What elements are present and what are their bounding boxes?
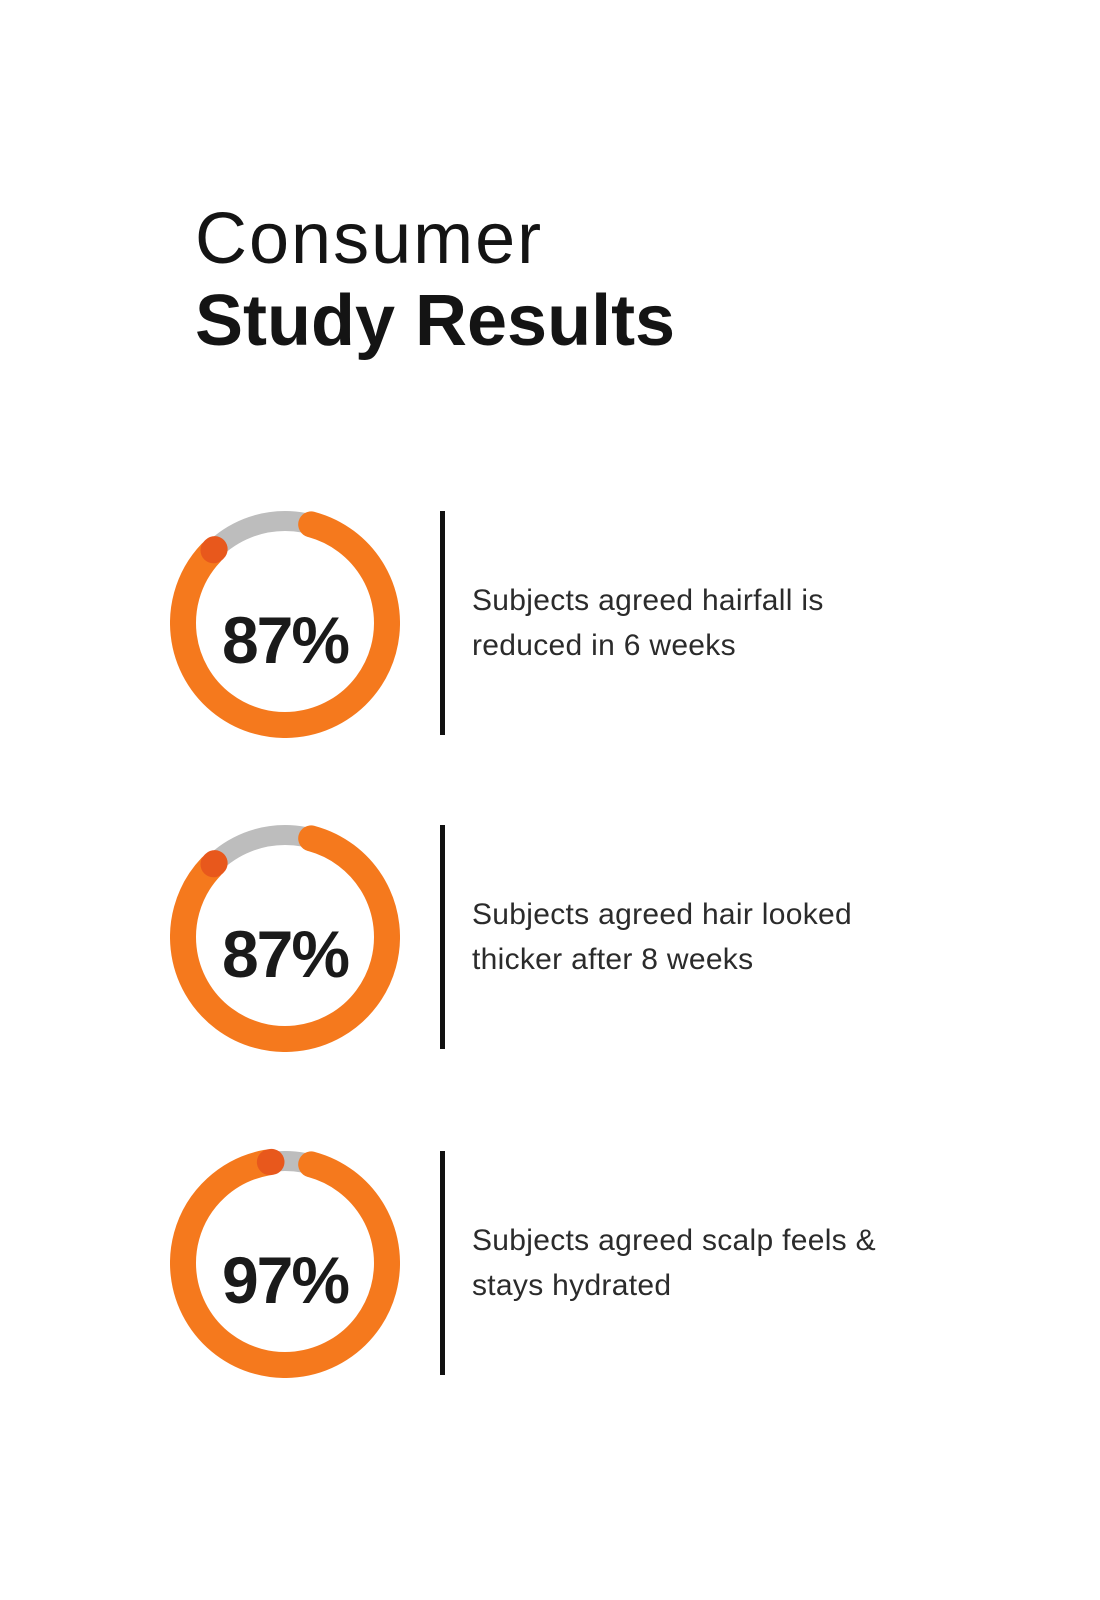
donut-ring-svg <box>170 508 400 738</box>
stat-description-line1: Subjects agreed hair looked <box>472 898 853 931</box>
page-title: Consumer Study Results <box>195 198 675 362</box>
donut-chart: 87% <box>170 822 400 1052</box>
divider-line <box>440 1151 445 1375</box>
percent-label: 97% <box>221 1243 350 1317</box>
stat-description-line2: thicker after 8 weeks <box>472 943 754 976</box>
donut-chart: 87% <box>170 508 400 738</box>
stat-description-line1: Subjects agreed scalp feels & <box>472 1224 876 1257</box>
stat-description-line2: reduced in 6 weeks <box>472 629 736 662</box>
divider-line <box>440 825 445 1049</box>
stat-description: Subjects agreed hairfall is reduced in 6 … <box>472 578 824 668</box>
ring-end-cap <box>170 1148 400 1378</box>
stat-description-line1: Subjects agreed hairfall is <box>472 584 824 617</box>
percent-label: 87% <box>221 603 350 677</box>
ring-end-cap <box>170 508 400 738</box>
divider-line <box>440 511 445 735</box>
page-title-line1: Consumer <box>195 199 544 279</box>
stat-description: Subjects agreed scalp feels & stays hydra… <box>472 1218 876 1308</box>
page-title-line2: Study Results <box>195 281 676 361</box>
percent-label: 87% <box>221 917 350 991</box>
donut-ring-svg <box>170 822 400 1052</box>
stat-row: 87% Subjects agreed hairfall is reduced i… <box>170 508 824 738</box>
ring-arc <box>170 508 400 738</box>
stat-row: 97% Subjects agreed scalp feels & stays h… <box>170 1148 876 1378</box>
ring-arc <box>170 822 400 1052</box>
stat-row: 87% Subjects agreed hair looked thicker a… <box>170 822 852 1052</box>
donut-chart: 97% <box>170 1148 400 1378</box>
stat-description-line2: stays hydrated <box>472 1269 672 1302</box>
donut-ring-svg <box>170 1148 400 1378</box>
stat-description: Subjects agreed hair looked thicker after… <box>472 892 852 982</box>
ring-arc <box>170 1148 400 1378</box>
ring-end-cap <box>170 822 400 1052</box>
